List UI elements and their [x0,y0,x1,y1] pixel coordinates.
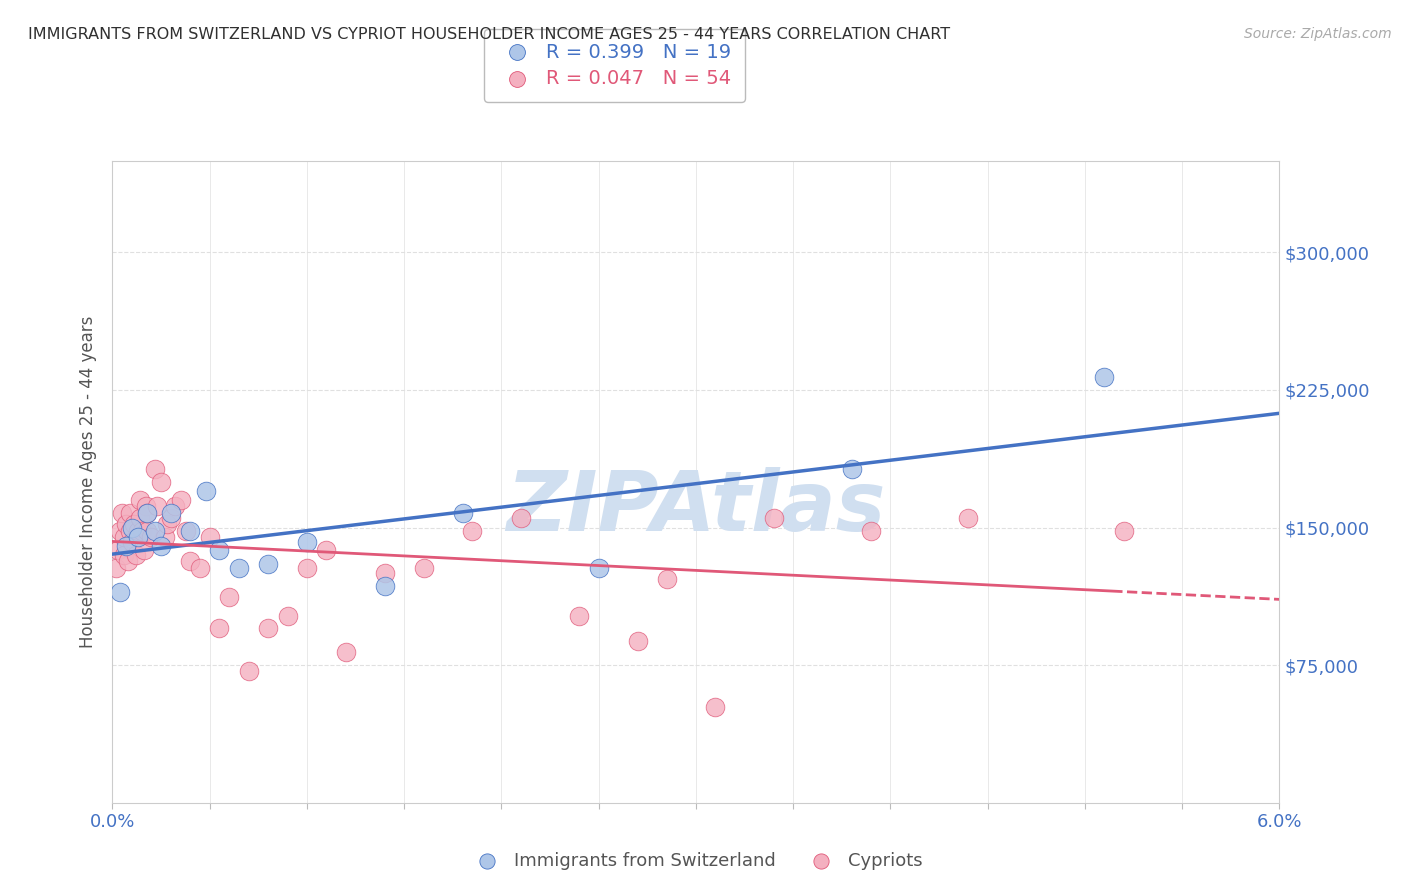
Point [198,530,221,544]
Point [218,591,240,605]
Point [169,493,191,508]
Point [110,524,132,539]
Point [163,499,186,513]
Point [179,553,201,567]
Point [143,524,166,539]
Point [257,622,280,636]
Point [127,524,149,539]
Point [238,664,260,678]
Point [110,584,132,599]
Legend: Immigrants from Switzerland, Cypriots: Immigrants from Switzerland, Cypriots [463,845,929,877]
Point [127,530,149,544]
Point [117,553,139,567]
Point [150,539,173,553]
Point [112,548,135,562]
Point [762,511,785,525]
Point [179,524,201,539]
Point [276,608,298,623]
Point [143,462,166,476]
Point [121,535,143,549]
Point [568,608,591,623]
Point [957,511,980,525]
Point [194,483,217,498]
Point [228,561,250,575]
Point [150,475,173,489]
Point [128,511,150,525]
Point [626,634,648,648]
Point [156,516,179,531]
Point [257,558,280,572]
Point [107,542,129,557]
Point [588,561,610,575]
Point [374,579,396,593]
Point [295,535,318,549]
Point [136,524,159,539]
Point [208,542,231,557]
Point [509,511,531,525]
Point [159,511,183,525]
Point [335,645,357,659]
Point [121,520,143,534]
Point [141,530,163,544]
Point [153,530,176,544]
Point [188,561,211,575]
Point [132,542,155,557]
Point [136,506,159,520]
Point [118,506,141,520]
Point [315,542,337,557]
Point [704,700,727,714]
Point [122,516,145,531]
Point [136,506,159,520]
Point [412,561,434,575]
Point [135,499,157,513]
Point [131,524,153,539]
Point [125,548,148,562]
Point [128,493,150,508]
Point [1112,524,1135,539]
Point [111,506,134,520]
Text: Source: ZipAtlas.com: Source: ZipAtlas.com [1244,27,1392,41]
Text: IMMIGRANTS FROM SWITZERLAND VS CYPRIOT HOUSEHOLDER INCOME AGES 25 - 44 YEARS COR: IMMIGRANTS FROM SWITZERLAND VS CYPRIOT H… [28,27,950,42]
Text: ZIPAtlas: ZIPAtlas [506,467,886,548]
Point [146,499,169,513]
Point [841,462,863,476]
Point [118,524,141,539]
Point [374,566,396,581]
Point [655,572,678,586]
Point [105,561,128,575]
Point [115,539,138,553]
Point [176,524,198,539]
Point [461,524,484,539]
Point [112,530,135,544]
Point [451,506,474,520]
Point [859,524,883,539]
Y-axis label: Householder Income Ages 25 - 44 years: Householder Income Ages 25 - 44 years [79,316,97,648]
Point [295,561,318,575]
Point [115,516,138,531]
Point [159,506,183,520]
Point [1092,370,1115,384]
Point [208,622,231,636]
